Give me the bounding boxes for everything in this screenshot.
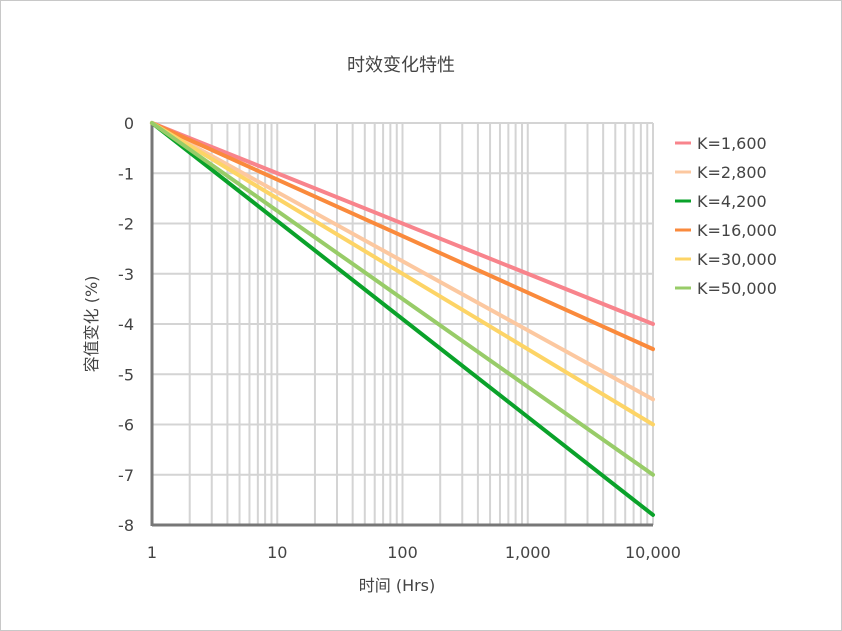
y-tick-label: 0: [124, 114, 134, 133]
legend-label: K=1,600: [697, 134, 767, 153]
x-tick-label: 100: [387, 543, 418, 562]
series-line: [150, 121, 655, 326]
series-line: [150, 121, 655, 427]
x-axis-label: 时间 (Hrs): [359, 576, 436, 595]
x-tick-label: 10: [267, 543, 287, 562]
y-tick-label: -5: [118, 365, 134, 384]
series-line: [150, 121, 655, 517]
series-line: [150, 121, 655, 477]
x-tick-label: 1: [147, 543, 157, 562]
legend-label: K=4,200: [697, 192, 767, 211]
y-tick-label: -2: [118, 215, 134, 234]
y-tick-label: -7: [118, 466, 134, 485]
legend: K=1,600 K=2,800 K=4,200 K=16,000 K=30,000 K=5…: [675, 134, 777, 298]
chart-title: 时效变化特性: [347, 55, 455, 76]
y-axis-label: 容值变化 (%): [82, 276, 101, 373]
series-line: [150, 121, 655, 402]
x-tick-label: 10,000: [625, 543, 681, 562]
axes: [150, 123, 653, 527]
x-tick-label: 1,000: [505, 543, 551, 562]
legend-label: K=2,800: [697, 163, 767, 182]
y-tick-label: -1: [118, 164, 134, 183]
legend-label: K=30,000: [697, 250, 777, 269]
y-tick-label: -6: [118, 416, 134, 435]
series-lines: [150, 121, 655, 517]
y-tick-label: -4: [118, 315, 134, 334]
y-tick-label: -3: [118, 265, 134, 284]
y-tick-label: -8: [118, 516, 134, 535]
legend-label: K=50,000: [697, 279, 777, 298]
series-line: [150, 121, 655, 352]
legend-label: K=16,000: [697, 221, 777, 240]
tick-labels: 1 10 100 1,000 10,000 0 -1 -2 -3 -4 -5 -6 -7 -8: [118, 114, 681, 562]
